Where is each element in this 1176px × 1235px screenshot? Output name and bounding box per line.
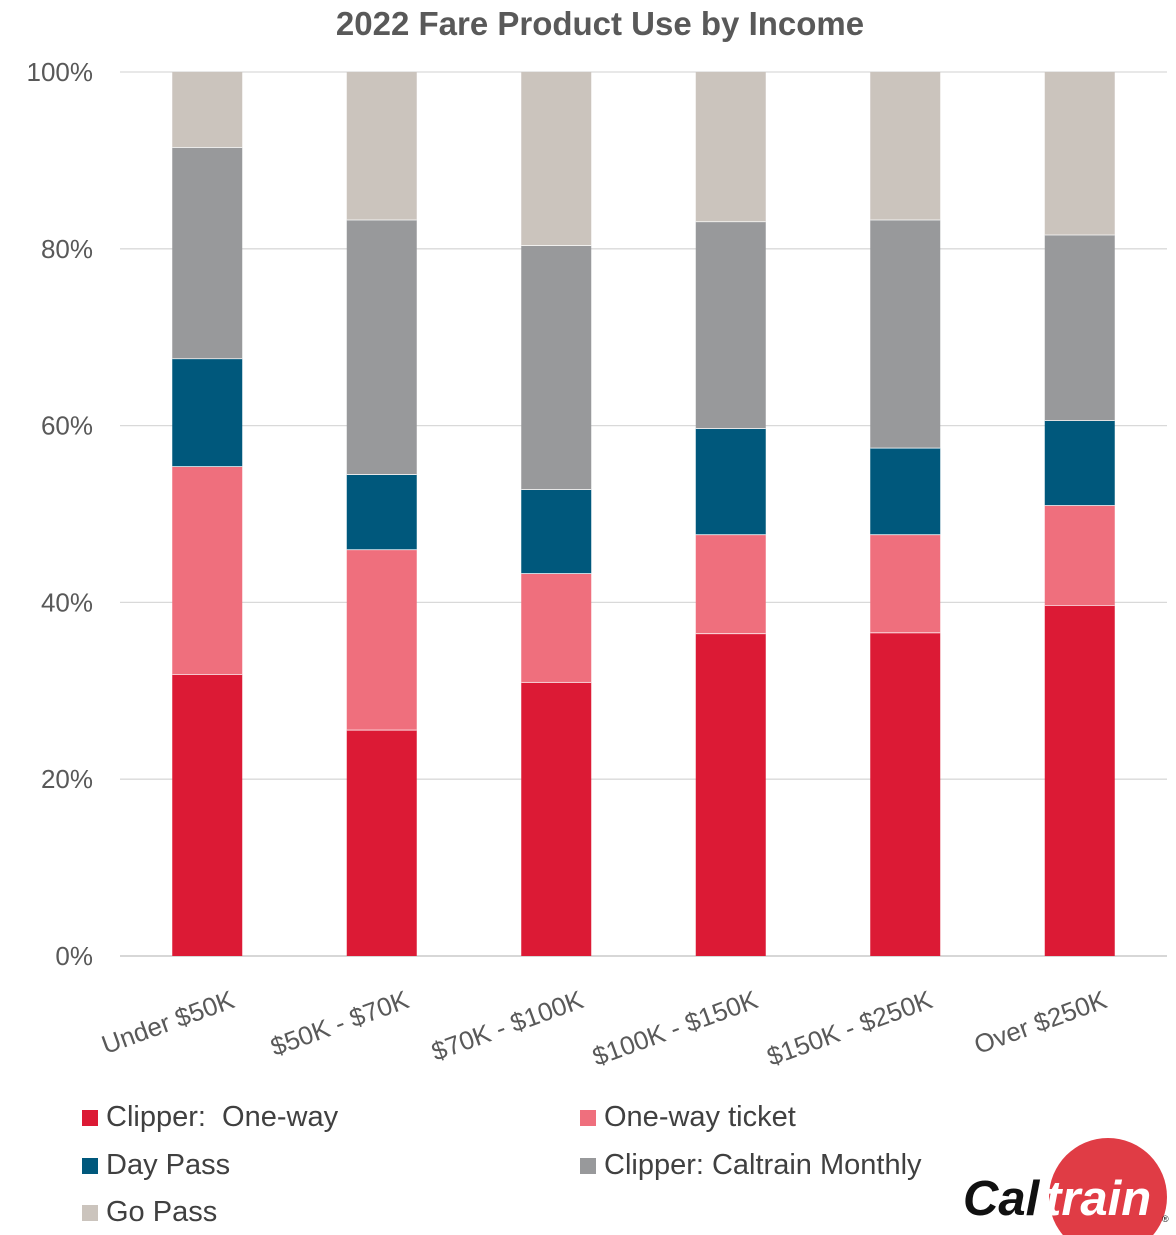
bars — [172, 72, 1115, 956]
bar-segment — [521, 573, 592, 682]
y-tick-label: 60% — [41, 411, 93, 441]
x-category-label: Under $50K — [97, 984, 238, 1060]
y-tick-label: 0% — [55, 941, 93, 971]
bar-segment — [521, 681, 592, 956]
legend: Clipper: One-way One-way ticket Day Pass Cl… — [82, 1101, 922, 1228]
chart-title: 2022 Fare Product Use by Income — [336, 5, 864, 42]
legend-swatch — [580, 1110, 596, 1126]
bar-segment — [1044, 505, 1115, 606]
x-category-label: Over $250K — [970, 984, 1111, 1060]
bar-segment — [172, 358, 243, 467]
bar-segment — [1044, 605, 1115, 956]
legend-label: Clipper: One-way — [106, 1101, 339, 1133]
bar-segment — [172, 72, 243, 148]
legend-swatch — [82, 1205, 98, 1221]
x-category-label: $70K - $100K — [427, 984, 587, 1067]
bar-segment — [695, 534, 766, 634]
bar-segment — [870, 632, 941, 956]
y-tick-label: 40% — [41, 587, 93, 617]
x-axis-categories: Under $50K $50K - $70K $70K - $100K $100K -… — [97, 984, 1111, 1072]
legend-label: One-way ticket — [604, 1101, 796, 1133]
logo-text-cal: Cal — [963, 1172, 1041, 1226]
y-tick-label: 100% — [27, 57, 94, 87]
bar-segment — [521, 72, 592, 246]
bar-segment — [695, 633, 766, 956]
gridlines — [120, 71, 1167, 957]
caltrain-logo: Cal train ® — [963, 1138, 1169, 1235]
bar-segment — [172, 147, 243, 359]
x-category-label: $100K - $150K — [588, 984, 762, 1072]
bar-segment — [1044, 234, 1115, 421]
x-category-label: $50K - $70K — [267, 984, 414, 1062]
bar-segment — [695, 428, 766, 535]
bar-segment — [346, 729, 417, 956]
legend-swatch — [580, 1158, 596, 1174]
bar-segment — [172, 466, 243, 675]
bar-segment — [695, 221, 766, 429]
legend-label: Clipper: Caltrain Monthly — [604, 1149, 922, 1181]
bar-segment — [870, 72, 941, 220]
y-tick-label: 20% — [41, 764, 93, 794]
y-tick-label: 80% — [41, 234, 93, 264]
bar-segment — [1044, 72, 1115, 235]
x-category-label: $150K - $250K — [763, 984, 937, 1072]
logo-text-train: train — [1045, 1172, 1151, 1226]
bar-segment — [346, 72, 417, 220]
bar-segment — [521, 489, 592, 574]
bar-segment — [521, 245, 592, 490]
legend-label: Go Pass — [106, 1196, 217, 1228]
bar-segment — [346, 474, 417, 550]
bar-segment — [870, 534, 941, 633]
bar-segment — [346, 219, 417, 475]
legend-label: Day Pass — [106, 1149, 230, 1181]
bar-segment — [695, 72, 766, 222]
legend-swatch — [82, 1158, 98, 1174]
bar-segment — [870, 219, 941, 448]
bar-segment — [346, 549, 417, 730]
bar-segment — [1044, 420, 1115, 506]
logo-registered-mark: ® — [1162, 1214, 1169, 1224]
y-axis-ticks: 0% 20% 40% 60% 80% 100% — [27, 57, 94, 971]
legend-swatch — [82, 1110, 98, 1126]
bar-segment — [172, 674, 243, 956]
bar-segment — [870, 447, 941, 535]
